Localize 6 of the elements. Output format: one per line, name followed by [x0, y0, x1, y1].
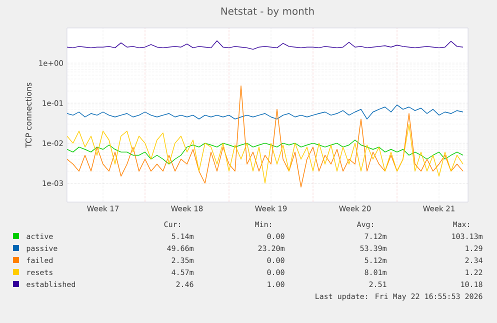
line-series: [67, 85, 464, 188]
line-series: [67, 140, 464, 164]
line-series: [67, 124, 464, 184]
chart-title: Netstat - by month: [221, 7, 314, 17]
line-series: [67, 40, 464, 50]
line-series: [67, 104, 464, 120]
